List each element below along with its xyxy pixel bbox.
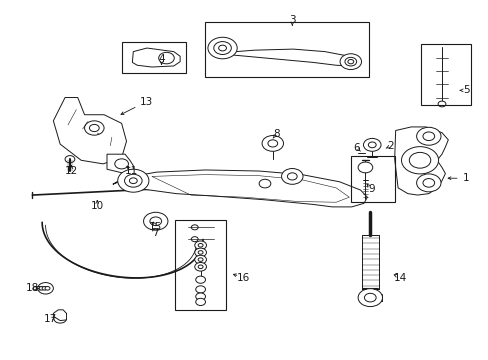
Text: 6: 6 [353,143,359,153]
Circle shape [36,287,41,290]
Text: 3: 3 [288,15,295,26]
Text: 11: 11 [124,166,138,176]
Polygon shape [107,154,133,174]
Text: 2: 2 [386,141,393,151]
Bar [122,42,185,73]
Circle shape [207,37,237,59]
Circle shape [194,248,206,257]
Text: 14: 14 [393,273,407,283]
Circle shape [194,241,206,249]
Circle shape [39,287,44,290]
Circle shape [195,298,205,306]
Circle shape [339,54,361,69]
Text: 8: 8 [272,129,279,139]
Polygon shape [113,170,366,207]
Text: 10: 10 [90,201,103,211]
Circle shape [194,255,206,264]
Bar [420,44,470,105]
Circle shape [45,287,50,290]
Bar [204,22,368,77]
Circle shape [38,283,53,294]
Circle shape [262,135,283,151]
Circle shape [437,101,445,107]
Text: 5: 5 [462,85,468,95]
Text: 13: 13 [139,97,152,107]
Circle shape [143,212,167,230]
Polygon shape [53,98,126,164]
Text: 17: 17 [44,314,57,324]
Bar [350,156,394,202]
Circle shape [416,127,440,145]
Circle shape [118,169,149,192]
Circle shape [281,168,303,184]
Circle shape [363,138,380,151]
Text: 12: 12 [64,166,78,176]
Circle shape [357,289,382,307]
Polygon shape [394,127,447,195]
Circle shape [33,287,38,290]
Bar [175,220,225,310]
Circle shape [357,162,372,173]
Text: 4: 4 [158,54,164,64]
Circle shape [42,287,47,290]
Circle shape [195,293,205,300]
Polygon shape [222,49,356,66]
Circle shape [195,276,205,283]
Polygon shape [53,310,66,320]
Text: 9: 9 [367,184,374,194]
Circle shape [416,174,440,192]
Circle shape [195,286,205,293]
Polygon shape [132,48,180,67]
Circle shape [401,147,438,174]
Text: 1: 1 [462,173,468,183]
Text: 16: 16 [236,273,250,283]
Circle shape [259,179,270,188]
Circle shape [194,262,206,271]
Text: 18: 18 [26,283,39,293]
Text: 7: 7 [152,228,159,238]
Text: 15: 15 [149,222,162,232]
